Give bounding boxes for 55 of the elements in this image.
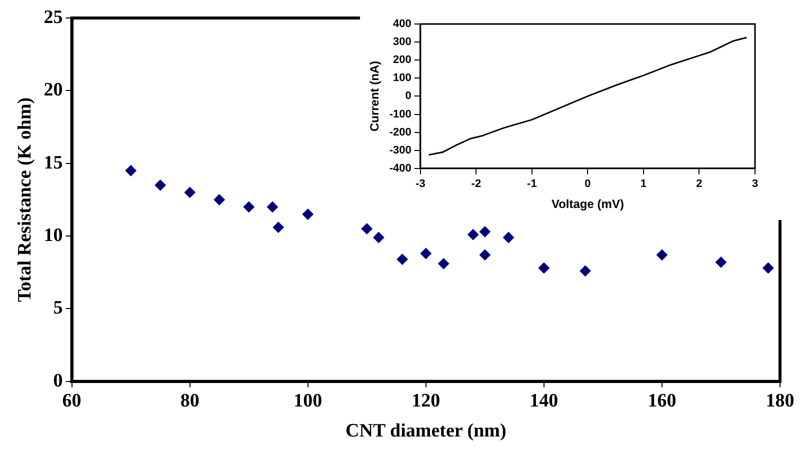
y-tick-label: 300 — [393, 36, 412, 48]
point — [214, 194, 225, 206]
y-tick-label: 5 — [53, 298, 63, 319]
x-tick-label: -1 — [527, 178, 537, 190]
point — [154, 180, 166, 191]
point — [361, 223, 372, 234]
x-tick-label: 2 — [696, 178, 702, 190]
point — [538, 262, 550, 274]
point — [503, 232, 514, 243]
x-tick-label: 80 — [180, 390, 200, 412]
x-axis-title: Voltage (mV) — [551, 197, 624, 212]
y-tick-label: 0 — [405, 90, 412, 102]
x-tick-label: -3 — [416, 178, 426, 190]
point — [272, 222, 284, 233]
x-tick-label: 160 — [648, 390, 676, 412]
y-tick-label: 0 — [53, 370, 63, 392]
y-tick-label: 15 — [44, 152, 63, 174]
y-tick-label: 20 — [44, 80, 63, 101]
y-axis-title: Total Resistance (K ohm) — [14, 97, 36, 302]
y-tick-label: 400 — [393, 18, 412, 30]
y-tick-label: 10 — [44, 224, 63, 246]
y-tick-label: 100 — [393, 72, 412, 84]
point — [243, 201, 254, 212]
point — [396, 254, 408, 265]
y-tick-label: 25 — [44, 6, 63, 28]
x-tick-label: 120 — [412, 390, 440, 412]
point — [302, 208, 314, 220]
y-tick-label: -400 — [389, 162, 412, 174]
point — [479, 249, 490, 260]
x-tick-label: 180 — [766, 390, 794, 412]
x-tick-label: 3 — [752, 178, 758, 190]
point — [580, 265, 591, 276]
point — [656, 249, 668, 260]
point — [479, 226, 490, 238]
x-tick-label: 60 — [62, 390, 82, 412]
y-tick-label: -100 — [389, 108, 412, 120]
x-tick-label: 100 — [294, 390, 322, 412]
x-tick-label: 140 — [530, 390, 558, 412]
point — [715, 256, 726, 268]
point — [468, 229, 479, 240]
point — [373, 232, 384, 243]
y-tick-label: -300 — [389, 144, 412, 156]
x-axis-title: CNT diameter (nm) — [346, 420, 506, 442]
y-tick-label: 200 — [393, 54, 412, 66]
x-tick-label: -2 — [471, 178, 482, 190]
point — [184, 186, 196, 198]
y-tick-label: -200 — [389, 126, 412, 138]
point — [438, 258, 450, 270]
point — [125, 165, 136, 176]
y-axis-title: Current (nA) — [368, 60, 382, 132]
x-tick-label: 1 — [640, 178, 647, 190]
point — [266, 201, 278, 212]
point — [420, 248, 432, 259]
point — [762, 262, 774, 274]
x-tick-label: 0 — [584, 178, 591, 190]
